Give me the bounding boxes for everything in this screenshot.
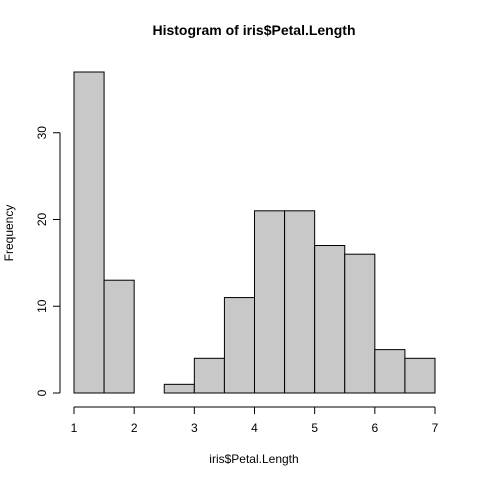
y-tick-label: 0 [35,389,49,396]
histogram-bar-8 [284,210,316,394]
y-axis: 0 10 20 30 [35,126,61,396]
x-tick-label: 3 [191,421,198,435]
histogram-bar-6 [223,297,256,394]
x-tick-label: 6 [371,421,378,435]
y-tick-label: 10 [35,299,49,313]
histogram-bar-5 [193,357,225,394]
y-axis-label: Frequency [2,205,16,262]
histogram-bar-11 [374,349,406,394]
chart-title: Histogram of iris$Petal.Length [152,22,355,38]
histogram-bar-1 [73,71,105,394]
histogram-bar-10 [344,253,376,394]
x-axis-label: iris$Petal.Length [209,452,298,466]
y-tick-label: 20 [35,212,49,226]
bars-group [73,71,436,394]
y-tick-label: 30 [35,126,49,140]
histogram-bar-2 [103,279,135,394]
x-tick-label: 7 [432,421,439,435]
x-axis: 1 2 3 4 5 6 7 [71,406,439,435]
histogram-bar-7 [254,210,286,394]
histogram-bar-9 [314,245,346,394]
x-tick-label: 5 [311,421,318,435]
histogram-bar-12 [404,357,436,394]
x-tick-label: 2 [131,421,138,435]
x-tick-label: 4 [251,421,258,435]
histogram-bar-4 [163,383,195,394]
x-tick-label: 1 [71,421,78,435]
